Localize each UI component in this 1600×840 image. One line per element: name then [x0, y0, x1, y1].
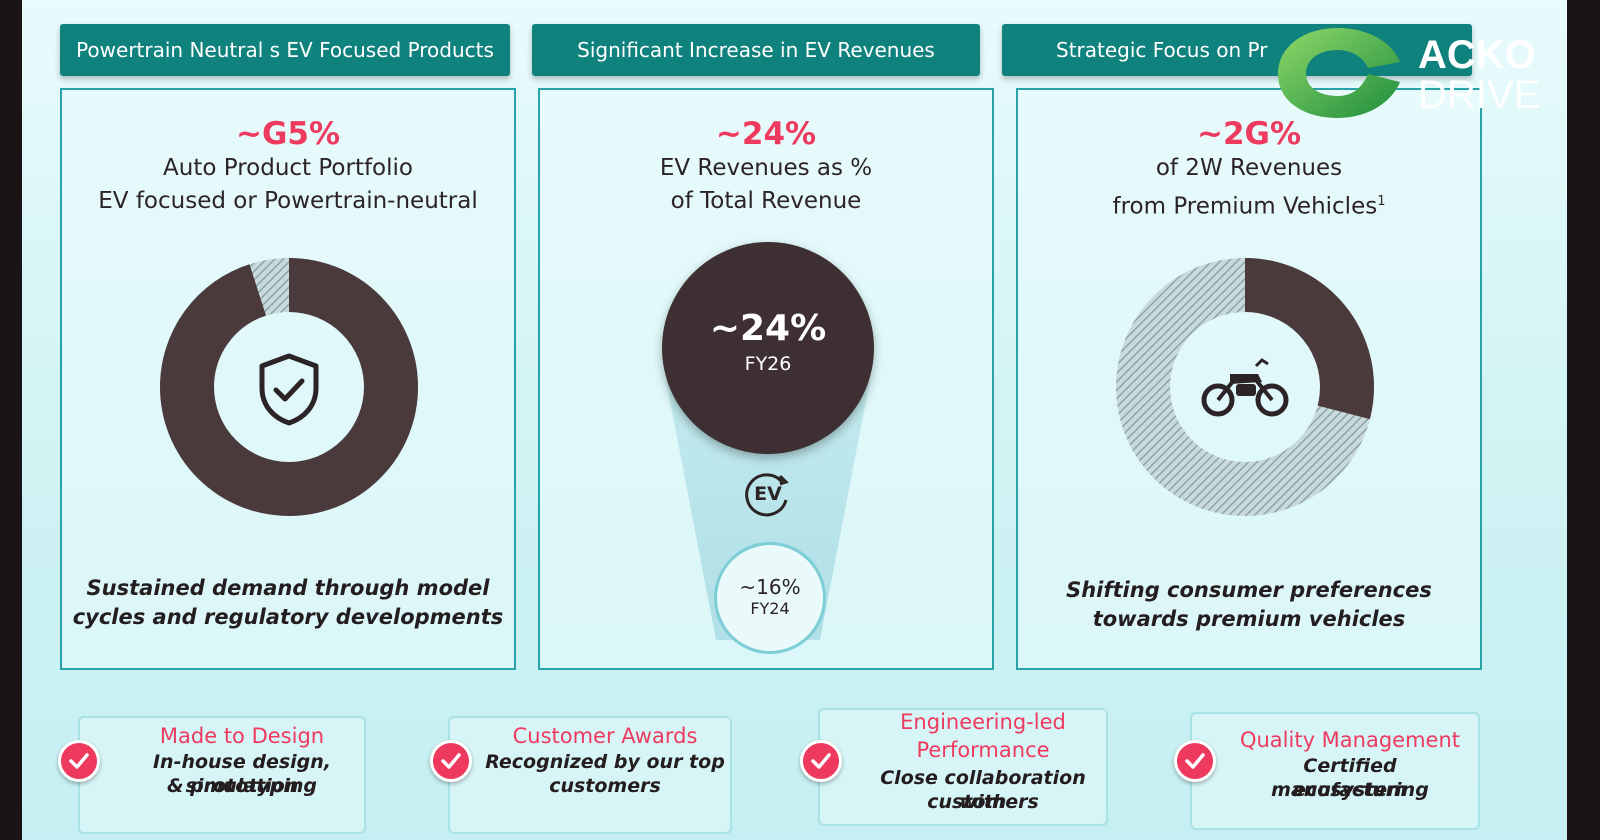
header-tab-ev-products: Powertrain Neutral s EV Focused Products [60, 24, 510, 76]
ev-plug-icon: EV [742, 470, 794, 522]
shield-check-icon [254, 352, 324, 426]
donut-chart-premium [1114, 256, 1376, 518]
panel-caption: Sustained demand through model cycles an… [62, 574, 514, 632]
feature-title: Customer Awards [512, 724, 698, 748]
headline-line-2-text: from Premium Vehicles [1112, 193, 1378, 220]
feature-card-quality: Quality Management Certified manufacturi… [1190, 712, 1480, 830]
header-tab-label: Strategic Focus on Pr [1056, 38, 1268, 62]
panel-headline: ~G5% Auto Product Portfolio EV focused o… [62, 116, 514, 218]
feature-desc-line-1: In-house design, simulation [152, 751, 332, 797]
feature-desc-line-1: Recognized by our top [485, 751, 725, 773]
feature-title: Quality Management [1239, 728, 1461, 752]
caption-line-1: Sustained demand through model [86, 576, 490, 600]
fy24-value: ~16% [739, 575, 801, 599]
acko-drive-logo: ACKO DRIVE [1272, 18, 1562, 126]
check-icon [800, 740, 842, 782]
panel-caption: Shifting consumer preferences towards pr… [1018, 576, 1480, 634]
header-tab-premium: Strategic Focus on Pr [1002, 24, 1472, 76]
caption-line-1: Shifting consumer preferences [1066, 578, 1432, 602]
donut-slice-premium [1116, 258, 1374, 516]
caption-line-2: cycles and regulatory developments [72, 605, 504, 629]
feature-desc-line-1: Certified manufacturing [1271, 755, 1429, 801]
caption-line-2: towards premium vehicles [1092, 607, 1406, 631]
feature-desc-line-1: Close collaboration with [880, 767, 1086, 813]
headline-line-1: Auto Product Portfolio [163, 155, 413, 181]
panel-ev-products: ~G5% Auto Product Portfolio EV focused o… [60, 88, 516, 670]
percentage-value: ~24% [715, 116, 817, 152]
headline-line-1: EV Revenues as % [659, 155, 873, 181]
headline-line-1: of 2W Revenues [1155, 155, 1343, 181]
motorcycle-icon [1200, 356, 1290, 418]
feature-card-awards: Customer Awards Recognized by our top cu… [448, 716, 732, 834]
feature-title: Made to Design [159, 724, 325, 748]
header-tab-label: Powertrain Neutral s EV Focused Products [76, 38, 494, 62]
check-icon [58, 740, 100, 782]
logo-text-line-1: ACKO [1418, 33, 1536, 77]
feature-desc-line-2: customers [927, 791, 1039, 813]
acko-drive-logo-mark [1278, 28, 1400, 118]
presentation-slide: Powertrain Neutral s EV Focused Products… [22, 0, 1567, 840]
percentage-value: ~2G% [1196, 116, 1302, 152]
ev-badge-label: EV [754, 483, 782, 505]
header-tab-ev-revenues: Significant Increase in EV Revenues [532, 24, 980, 76]
check-icon [1174, 740, 1216, 782]
percentage-value: ~G5% [235, 116, 341, 152]
header-tab-label: Significant Increase in EV Revenues [577, 38, 935, 62]
headline-line-2: of Total Revenue [670, 188, 862, 214]
panel-headline: ~2G% of 2W Revenues from Premium Vehicle… [1018, 116, 1480, 224]
fy24-label: FY24 [750, 599, 790, 618]
donut-chart-ev-products [158, 256, 420, 518]
feature-title-line-1: Engineering-led [900, 710, 1066, 734]
feature-card-engineering: Engineering-led Performance Close collab… [818, 708, 1108, 826]
donut-slice-ev-focused [160, 258, 418, 516]
feature-card-design: Made to Design In-house design, simulati… [78, 716, 366, 834]
fy26-bubble: ~24% FY26 [662, 242, 874, 454]
headline-line-2: EV focused or Powertrain-neutral [98, 188, 478, 214]
footnote-marker: 1 [1377, 194, 1386, 209]
panel-premium: ~2G% of 2W Revenues from Premium Vehicle… [1016, 88, 1482, 670]
headline-line-2: from Premium Vehicles1 [1018, 185, 1480, 224]
panel-ev-revenues: ~24% EV Revenues as % of Total Revenue ~… [538, 88, 994, 670]
fy26-value: ~24% [709, 308, 827, 349]
feature-title-line-2: Performance [916, 738, 1050, 762]
check-icon [430, 740, 472, 782]
feature-desc-line-2: ecosystem [1293, 779, 1407, 801]
fy26-label: FY26 [744, 353, 792, 375]
feature-desc-line-2: customers [549, 775, 661, 797]
feature-desc-line-2: & prototyping [166, 775, 318, 797]
panel-headline: ~24% EV Revenues as % of Total Revenue [540, 116, 992, 218]
logo-text-line-2: DRIVE [1418, 73, 1541, 117]
fy24-bubble: ~16% FY24 [714, 542, 826, 654]
